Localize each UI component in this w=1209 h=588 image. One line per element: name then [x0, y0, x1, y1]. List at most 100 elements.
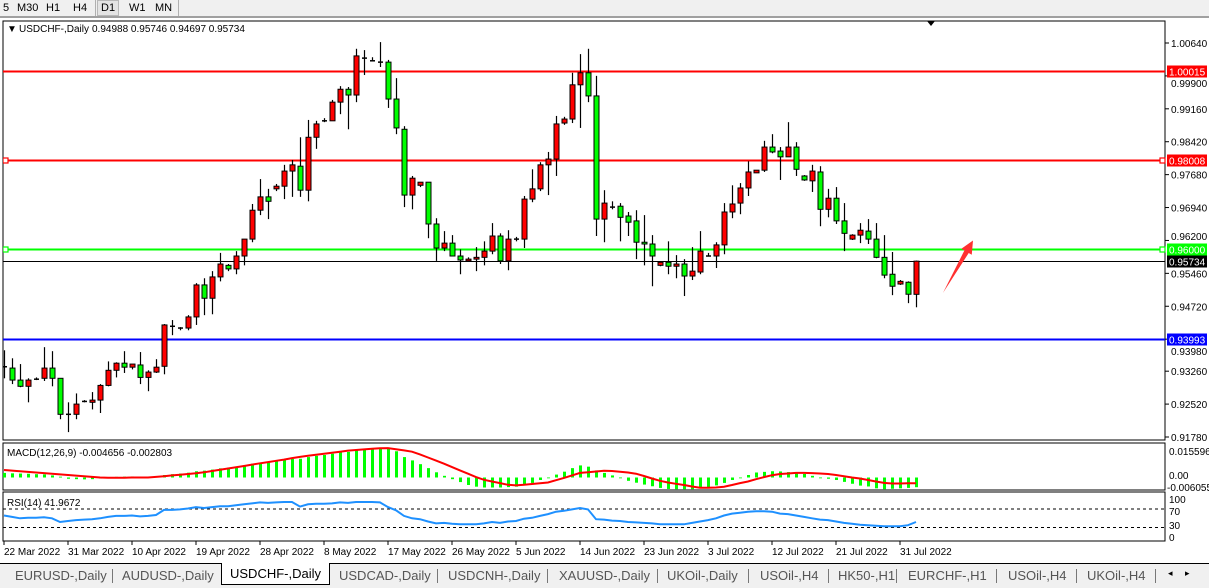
candle [370, 57, 375, 62]
timeframe-h4[interactable]: H4 [73, 2, 88, 14]
candle [362, 50, 367, 76]
candle [273, 183, 280, 192]
tab-hk50-h1[interactable]: HK50-,H1 [838, 568, 896, 583]
candle [561, 116, 568, 125]
candle-body [49, 367, 56, 379]
candle [378, 42, 383, 68]
price-chart[interactable]: 1.00640 0.99900 0.99160 0.98420 0.97680 0.969… [0, 0, 1209, 562]
timeframe-d1[interactable]: D1 [97, 0, 120, 16]
candle [825, 188, 832, 218]
chart-shift-marker-icon[interactable] [927, 21, 935, 26]
macd-histogram-bar [915, 477, 918, 488]
macd-histogram-bar [579, 465, 582, 478]
candle [713, 242, 720, 269]
macd-histogram-bar [451, 477, 454, 480]
candle [473, 247, 480, 272]
macd-histogram-bar [803, 473, 806, 478]
tab-eurusd-daily[interactable]: EURUSD-,Daily [15, 568, 107, 583]
macd-histogram-bar [27, 473, 30, 478]
macd-histogram-bar [555, 474, 558, 478]
macd-histogram-bar [507, 477, 510, 488]
rsi-indicator [3, 501, 1165, 529]
macd-histogram-bar [19, 473, 22, 478]
candle-body [817, 171, 824, 210]
timeframe-mn[interactable]: MN [155, 2, 173, 14]
candle [73, 393, 80, 420]
candle-body [857, 229, 864, 236]
macd-histogram-bar [795, 472, 798, 478]
candle [337, 86, 344, 115]
timeframe-w1[interactable]: W1 [129, 2, 146, 14]
candle [865, 219, 872, 245]
price-line-label: 1.00015 [1169, 68, 1206, 79]
tab-separator [112, 569, 113, 583]
candle [257, 179, 264, 216]
candle [121, 351, 128, 373]
candle-body [521, 198, 528, 240]
timeframe-m30[interactable]: M30 [17, 2, 39, 14]
candle-body [329, 101, 336, 122]
macd-histogram-bar [347, 451, 350, 478]
candle-body [553, 123, 560, 160]
arrow-icon [943, 240, 973, 293]
tab-scroll-right-button[interactable]: ▸ [1185, 568, 1190, 578]
candle-body [745, 171, 752, 189]
candle-body [345, 88, 352, 96]
price-line-labels: 1.00015 0.98008 0.96000 0.93993 0.95734 [1159, 65, 1207, 347]
candle [521, 195, 528, 249]
macd-histogram-bar [515, 477, 518, 487]
tab-usdcnh-daily[interactable]: USDCNH-,Daily [448, 568, 541, 583]
candle [873, 223, 880, 259]
candle [441, 231, 448, 252]
candle-body [97, 384, 104, 401]
tab-usoil-h4[interactable]: USOil-,H4 [760, 568, 819, 583]
candle-body [673, 263, 680, 267]
candle-body [89, 399, 96, 403]
candle [610, 201, 615, 210]
macd-histogram-bar [395, 451, 398, 478]
timeframe-toolbar: 5 M30 H1 H4 D1 W1 MN [0, 0, 1209, 18]
tab-usdcad-daily[interactable]: USDCAD-,Daily [339, 568, 431, 583]
macd-axis-max: 0.015596 [1169, 447, 1209, 458]
candle [401, 126, 408, 208]
macd-histogram-bar [3, 472, 6, 478]
tab-usdchf-daily[interactable]: USDCHF-,Daily [221, 563, 330, 585]
price-tick-label: 0.99900 [1171, 79, 1208, 90]
candle-body [425, 181, 432, 225]
candle [657, 261, 664, 267]
tab-audusd-daily[interactable]: AUDUSD-,Daily [122, 568, 214, 583]
tab-ukoil-h4[interactable]: UKOil-,H4 [1087, 568, 1146, 583]
tab-eurchf-h1[interactable]: EURCHF-,H1 [908, 568, 987, 583]
macd-histogram-bar [811, 475, 814, 478]
candle-body [497, 235, 504, 262]
candle [489, 223, 496, 255]
timeframe-m5[interactable]: 5 [3, 2, 10, 14]
tab-usoil-h4[interactable]: USOil-,H4 [1008, 568, 1067, 583]
candle [217, 252, 224, 282]
candle [706, 252, 711, 257]
chart-tabs: EURUSD-,Daily AUDUSD-,Daily USDCHF-,Daily U… [0, 563, 1209, 588]
rsi-axis: 100 70 30 0 [1169, 495, 1186, 544]
chart-collapse-icon[interactable]: ▼ [7, 24, 17, 35]
tab-ukoil-daily[interactable]: UKOil-,Daily [667, 568, 738, 583]
candle [25, 378, 32, 403]
candle-body [569, 84, 576, 120]
tab-scroll-left-button[interactable]: ◂ [1168, 568, 1173, 578]
candle [889, 252, 896, 296]
candle-body [737, 187, 744, 204]
line-handle-icon [3, 246, 9, 253]
timeframe-h1[interactable]: H1 [46, 2, 61, 14]
macd-histogram-bar [403, 457, 406, 478]
price-line-label: 0.93993 [1169, 336, 1206, 347]
candle-body [841, 220, 848, 234]
candle [769, 134, 776, 154]
macd-histogram-bar [539, 477, 542, 481]
candle [649, 235, 656, 287]
macd-histogram-bar [859, 477, 862, 486]
tab-separator [748, 569, 749, 583]
candle-body [793, 146, 800, 170]
candle [265, 188, 272, 220]
candle [305, 119, 312, 202]
tab-xauusd-daily[interactable]: XAUUSD-,Daily [559, 568, 651, 583]
price-tick-label: 0.99160 [1171, 105, 1208, 116]
